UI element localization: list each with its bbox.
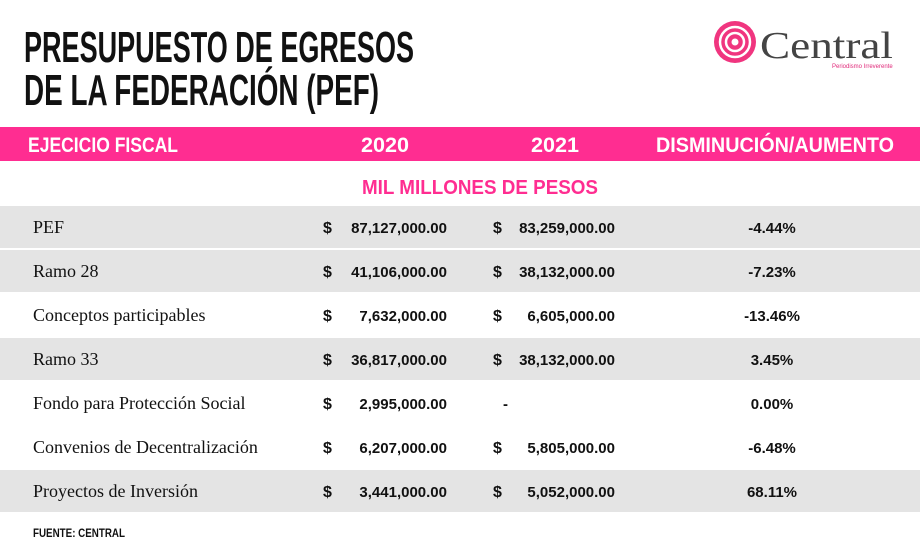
logo-name: Central (760, 25, 893, 67)
source: FUENTE: CENTRAL (33, 526, 125, 540)
row-label: Ramo 28 (33, 261, 99, 281)
column-header: DISMINUCIÓN/AUMENTO (656, 133, 894, 157)
logo-dot (731, 38, 739, 46)
change-percent: 68.11% (747, 484, 797, 501)
amount: 5,805,000.00 (527, 440, 615, 457)
row-band (0, 470, 920, 512)
change-percent: -7.23% (748, 264, 796, 281)
amount: 7,632,000.00 (359, 308, 447, 325)
amount: 6,207,000.00 (359, 440, 447, 457)
currency-symbol: $ (323, 308, 332, 325)
amount: 6,605,000.00 (527, 308, 615, 325)
column-header: EJECICIO FISCAL (28, 134, 178, 157)
row-label: Convenios de Decentralización (33, 437, 258, 457)
header-bar (0, 127, 920, 161)
logo-ring (724, 31, 746, 53)
title-line: DE LA FEDERACIÓN (PEF) (24, 65, 379, 115)
table-body: PEF $87,127,000.00 $83,259,000.00 -4.44% Ram… (0, 206, 920, 512)
logo-ring (718, 25, 752, 59)
row-label: PEF (33, 217, 64, 237)
change-percent: -4.44% (748, 220, 796, 237)
currency-symbol: $ (323, 264, 332, 281)
currency-symbol: $ (493, 264, 502, 281)
amount: 3,441,000.00 (359, 484, 447, 501)
change-percent: -6.48% (748, 440, 796, 457)
currency-symbol: $ (323, 396, 332, 413)
row-band (0, 250, 920, 292)
row-label: Ramo 33 (33, 349, 99, 369)
change-percent: 0.00% (751, 396, 794, 413)
row-band (0, 206, 920, 248)
logo: Central Periodismo Irreverente (714, 21, 893, 70)
column-header: 2020 (361, 134, 409, 157)
amount: 2,995,000.00 (359, 396, 447, 413)
amount: 41,106,000.00 (351, 264, 447, 281)
currency-symbol: $ (493, 440, 502, 457)
title-line: PRESUPUESTO DE EGRESOS (24, 23, 414, 72)
change-percent: 3.45% (751, 352, 794, 369)
row-band (0, 338, 920, 380)
row-label: Fondo para Protección Social (33, 393, 245, 413)
row-label: Proyectos de Inversión (33, 481, 198, 501)
amount: 83,259,000.00 (519, 220, 615, 237)
currency-symbol: $ (493, 352, 502, 369)
currency-symbol: $ (323, 352, 332, 369)
amount: 36,817,000.00 (351, 352, 447, 369)
currency-symbol: $ (493, 220, 502, 237)
row-label: Conceptos participables (33, 305, 205, 325)
currency-symbol: $ (493, 308, 502, 325)
amount: 38,132,000.00 (519, 264, 615, 281)
change-percent: -13.46% (744, 308, 800, 325)
amount: - (503, 396, 508, 413)
logo-tagline: Periodismo Irreverente (832, 64, 893, 70)
currency-symbol: $ (323, 440, 332, 457)
amount: 38,132,000.00 (519, 352, 615, 369)
amount: 5,052,000.00 (527, 484, 615, 501)
currency-symbol: $ (493, 484, 502, 501)
column-header: 2021 (531, 134, 579, 157)
unit-caption: MIL MILLONES DE PESOS (362, 177, 598, 199)
currency-symbol: $ (323, 484, 332, 501)
amount: 87,127,000.00 (351, 220, 447, 237)
currency-symbol: $ (323, 220, 332, 237)
